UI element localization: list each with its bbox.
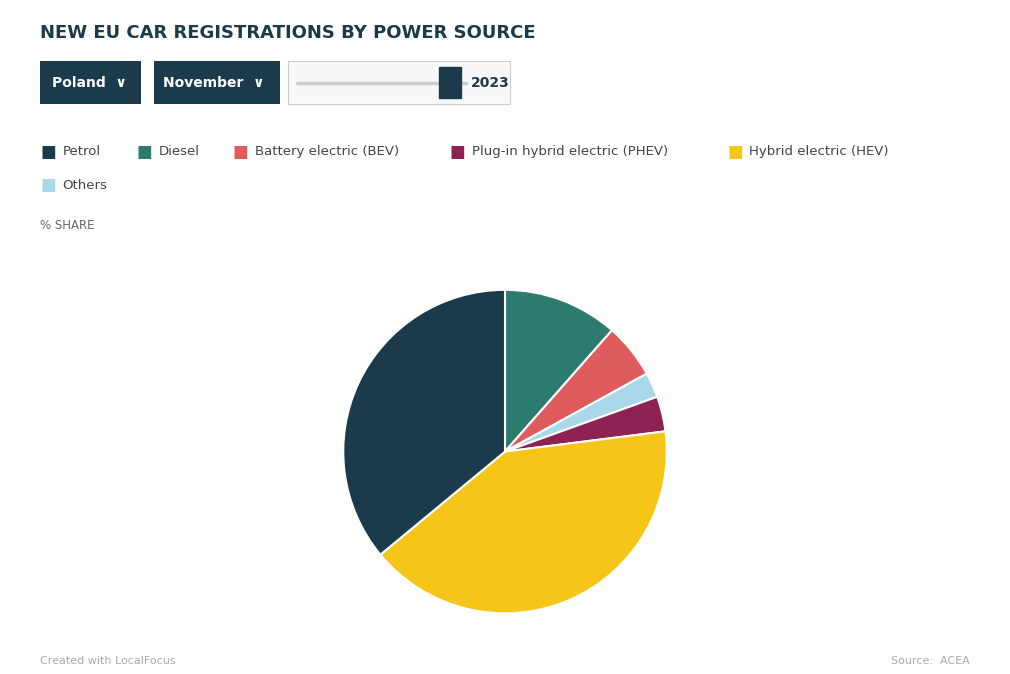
Text: Source:  ACEA: Source: ACEA (891, 656, 970, 666)
Text: 2023: 2023 (471, 75, 509, 90)
Wedge shape (505, 373, 658, 452)
Text: Plug-in hybrid electric (PHEV): Plug-in hybrid electric (PHEV) (472, 145, 668, 158)
Wedge shape (505, 397, 666, 452)
Bar (439, 67, 462, 98)
Text: Others: Others (63, 179, 107, 192)
Text: ■: ■ (232, 143, 248, 160)
Wedge shape (505, 330, 646, 452)
Text: Diesel: Diesel (159, 145, 200, 158)
Text: Hybrid electric (HEV): Hybrid electric (HEV) (749, 145, 889, 158)
Wedge shape (505, 290, 612, 452)
Text: Created with LocalFocus: Created with LocalFocus (40, 656, 176, 666)
Text: % SHARE: % SHARE (40, 219, 95, 232)
Text: NEW EU CAR REGISTRATIONS BY POWER SOURCE: NEW EU CAR REGISTRATIONS BY POWER SOURCE (40, 24, 536, 42)
Text: Poland  ∨: Poland ∨ (52, 75, 126, 90)
Text: ■: ■ (727, 143, 743, 160)
Text: ■: ■ (136, 143, 153, 160)
Text: November  ∨: November ∨ (164, 75, 265, 90)
Wedge shape (381, 431, 667, 613)
Text: Petrol: Petrol (63, 145, 101, 158)
Text: ■: ■ (449, 143, 466, 160)
Text: Battery electric (BEV): Battery electric (BEV) (255, 145, 399, 158)
Wedge shape (343, 290, 505, 555)
Text: ■: ■ (40, 143, 57, 160)
Text: ■: ■ (40, 177, 57, 194)
